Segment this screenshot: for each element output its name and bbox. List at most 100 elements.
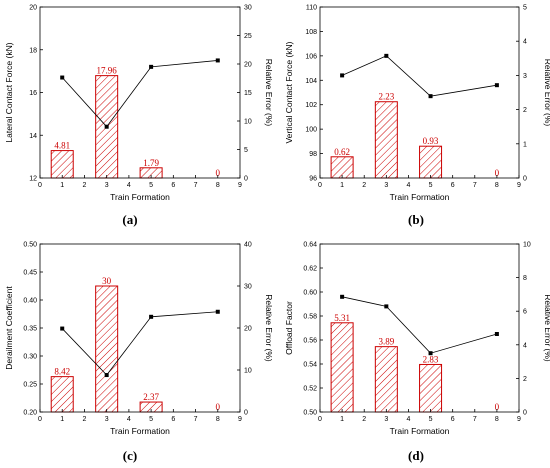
y-tick-label: 100	[305, 127, 317, 134]
data-point	[384, 53, 389, 58]
y2-tick-label: 0	[523, 176, 527, 183]
data-label: 8.42	[54, 367, 70, 377]
data-point	[494, 332, 499, 336]
series-line	[61, 311, 218, 376]
y2-tick-label: 10	[523, 242, 531, 249]
panel-sublabel: (a)	[122, 212, 137, 227]
y-tick-label: 0.25	[23, 382, 37, 389]
data-point	[428, 351, 433, 356]
y-tick-label: 16	[29, 90, 37, 97]
x-tick-label: 0	[318, 416, 322, 423]
x-tick-label: 4	[406, 182, 410, 189]
y-tick-label: 20	[29, 5, 37, 12]
plot-frame	[319, 243, 520, 413]
y2-tick-label: 30	[244, 284, 252, 291]
data-point	[428, 94, 433, 99]
x-axis-title: Train Formation	[390, 192, 450, 202]
y-tick-label: 98	[309, 151, 317, 158]
data-label: 2.23	[378, 92, 394, 102]
x-tick-label: 7	[473, 182, 477, 189]
data-label: 0.93	[423, 136, 439, 146]
x-tick-label: 2	[362, 182, 366, 189]
x-tick-label: 1	[340, 182, 344, 189]
y2-tick-label: 5	[244, 147, 248, 154]
x-tick-label: 0	[38, 416, 42, 423]
y2-tick-label: 8	[523, 275, 527, 282]
bar	[50, 376, 74, 413]
x-tick-label: 8	[216, 182, 220, 189]
x-tick-label: 1	[340, 416, 344, 423]
data-point	[215, 58, 220, 63]
plot-frame	[319, 6, 520, 179]
y2-tick-label: 20	[244, 62, 252, 69]
x-axis-title: Train Formation	[110, 426, 170, 436]
y2-tick-label: 0	[244, 176, 248, 183]
data-point	[149, 314, 154, 319]
data-point	[149, 64, 154, 69]
y-tick-label: 0.35	[23, 326, 37, 333]
x-tick-label: 9	[517, 182, 521, 189]
x-tick-label: 7	[194, 416, 198, 423]
x-tick-label: 6	[451, 182, 455, 189]
y2-tick-label: 25	[244, 33, 252, 40]
bar	[50, 150, 74, 179]
y2-axis-title: Relative Error (%)	[264, 59, 274, 127]
y-tick-label: 14	[29, 133, 37, 140]
y-axis-title: Lateral Contact Force (kN)	[4, 42, 14, 142]
x-tick-label: 4	[127, 416, 131, 423]
y2-tick-label: 4	[523, 342, 527, 349]
x-tick-label: 3	[384, 182, 388, 189]
x-tick-label: 5	[429, 182, 433, 189]
series-line	[341, 55, 497, 97]
chart-panel-c: 8.42 30 2.37 0 0 1 2 3 4 5 6 7 8 9 0.20 0.25 0.30 0.35 0.4…	[4, 242, 274, 464]
x-tick-label: 0	[38, 182, 42, 189]
x-axis-title: Train Formation	[110, 192, 170, 202]
y-tick-label: 0.60	[303, 290, 317, 297]
data-point	[384, 304, 389, 309]
y-tick-label: 0.50	[23, 242, 37, 249]
y2-tick-label: 5	[523, 5, 527, 12]
data-label: 5.31	[334, 313, 350, 323]
bar	[374, 346, 398, 413]
data-label: 2.83	[423, 354, 439, 364]
x-tick-label: 6	[171, 182, 175, 189]
bar	[419, 363, 443, 413]
data-point	[104, 124, 109, 129]
data-label: 1.79	[143, 158, 159, 168]
bar	[330, 322, 354, 413]
y-tick-label: 0.62	[303, 266, 317, 273]
y-tick-label: 0.58	[303, 314, 317, 321]
x-tick-label: 5	[429, 416, 433, 423]
x-tick-label: 7	[473, 416, 477, 423]
data-label: 0	[495, 402, 500, 412]
chart-panel-d: 5.31 3.89 2.83 0 0 1 2 3 4 5 6 7 8 9 0.50 0.52 0.54 0.56 0…	[284, 242, 550, 464]
y2-axis-title: Relative Error (%)	[543, 59, 550, 127]
y-tick-label: 102	[305, 102, 317, 109]
series-line	[61, 60, 218, 128]
y-tick-label: 108	[305, 29, 317, 36]
x-tick-label: 7	[194, 182, 198, 189]
y-tick-label: 104	[305, 78, 317, 85]
y-tick-label: 0.50	[303, 410, 317, 417]
x-tick-label: 6	[451, 416, 455, 423]
y2-tick-label: 0	[523, 410, 527, 417]
x-tick-label: 4	[406, 416, 410, 423]
data-label: 4.81	[54, 141, 70, 151]
y-axis-title: Derailment Coefficient	[4, 286, 14, 370]
y2-tick-label: 4	[523, 39, 527, 46]
x-tick-label: 1	[60, 416, 64, 423]
x-tick-label: 2	[82, 416, 86, 423]
x-tick-label: 0	[318, 182, 322, 189]
y-tick-label: 106	[305, 53, 317, 60]
y-tick-label: 0.40	[23, 298, 37, 305]
y-tick-label: 18	[29, 47, 37, 54]
y-tick-label: 0.54	[303, 362, 317, 369]
series-line	[342, 296, 498, 354]
x-tick-label: 8	[216, 416, 220, 423]
x-tick-label: 9	[238, 416, 242, 423]
y2-tick-label: 20	[244, 326, 252, 333]
y2-tick-label: 40	[244, 242, 252, 249]
data-point	[494, 83, 499, 88]
